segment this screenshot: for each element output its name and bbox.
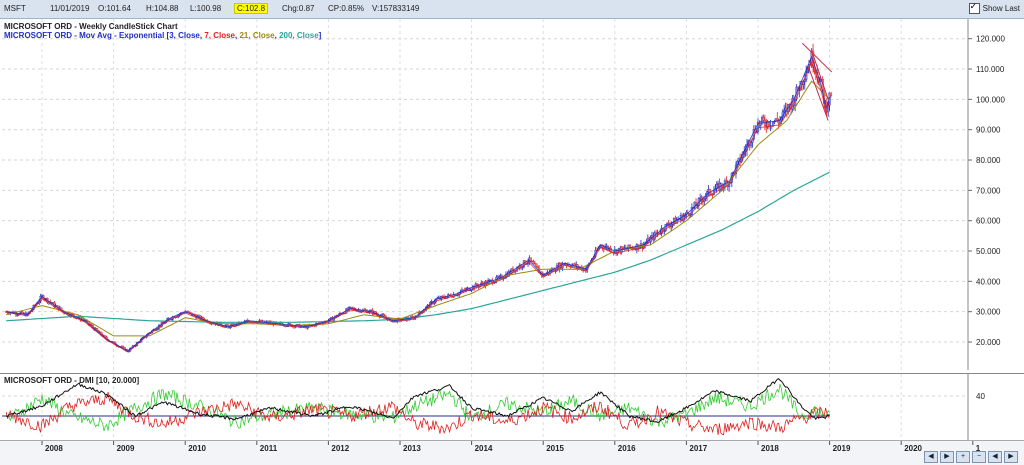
ema-legend: MICROSOFT ORD - Mov Avg - Exponential [3…: [4, 31, 322, 40]
close-label: C:102.8: [234, 3, 269, 14]
y-tick-label: 120.000: [976, 35, 1005, 44]
candle-body: [762, 117, 765, 121]
symbol-label: MSFT: [4, 4, 26, 13]
scroll-left-icon[interactable]: ◀: [924, 451, 938, 463]
x-tick-label: 2012: [331, 444, 349, 453]
ema-200-label: 200, Close: [279, 31, 319, 40]
candle-body: [628, 244, 632, 248]
change-percent-label: CP:0.85%: [328, 4, 365, 13]
time-axis-labels: 2008 2009 2010 2011 2012 2013 2014 2015 2016 2017…: [41, 441, 981, 453]
candle-body: [71, 313, 74, 315]
x-tick-label: 2010: [188, 444, 206, 453]
candle-body: [188, 311, 191, 313]
ema-3-line: [6, 55, 831, 352]
candle-body: [382, 314, 385, 316]
ema-21-line: [6, 80, 830, 337]
x-tick-label: 2013: [403, 444, 421, 453]
candle-body: [535, 263, 538, 267]
x-tick-label: 2014: [475, 444, 493, 453]
y-tick-label: 100.000: [976, 95, 1005, 104]
ema-200-line: [6, 171, 830, 323]
price-chart-panel[interactable]: MICROSOFT ORD - Weekly CandleStick Chart…: [0, 19, 1024, 370]
y-tick-label: 80.000: [976, 156, 1001, 165]
candle-body: [829, 92, 833, 96]
dmi-tick-label: 40: [976, 392, 985, 401]
candle-body: [104, 335, 107, 338]
candle-body: [226, 324, 229, 327]
x-tick-label: 2019: [833, 444, 851, 453]
ema-7-label: 7, Close: [204, 31, 236, 40]
x-tick-label: 2015: [546, 444, 564, 453]
quote-bar: MSFT 11/01/2019 O:101.64 H:104.88 L:100.…: [0, 0, 1024, 19]
pan-right-icon[interactable]: ▶: [1004, 451, 1018, 463]
candle-body: [536, 265, 539, 269]
candle-body: [350, 306, 353, 309]
scroll-right-icon[interactable]: ▶: [940, 451, 954, 463]
candle-body: [529, 257, 532, 262]
candle-body: [715, 184, 718, 190]
x-tick-label: 2020: [904, 444, 922, 453]
x-tick-label: 2011: [260, 444, 278, 453]
resistance-trendline: [802, 42, 833, 73]
dmi-panel[interactable]: MICROSOFT ORD - DMI [10, 20.000] 40: [0, 373, 1024, 441]
candle-body: [554, 270, 557, 272]
date-label: 11/01/2019: [50, 4, 90, 13]
candle-body: [122, 346, 125, 348]
candle-body: [616, 249, 619, 254]
zoom-in-icon[interactable]: +: [956, 451, 970, 463]
price-plot: 20.000 30.000 40.000 50.000 60.000 70.000 80.0…: [2, 19, 1005, 370]
zoom-out-icon[interactable]: −: [972, 451, 986, 463]
ema-7-line: [6, 60, 831, 353]
minus-di-line: [5, 392, 830, 436]
candle-body: [783, 110, 786, 113]
support-trendline: [807, 65, 829, 121]
open-label: O:101.64: [98, 4, 131, 13]
x-tick-label: 2018: [761, 444, 779, 453]
pan-left-icon[interactable]: ◀: [988, 451, 1002, 463]
plus-di-line: [5, 384, 830, 432]
checkbox-icon[interactable]: [968, 1, 980, 14]
ema-suffix: ]: [318, 31, 322, 40]
y-tick-label: 20.000: [976, 338, 1001, 347]
change-label: Chg:0.87: [282, 4, 315, 13]
y-tick-label: 70.000: [976, 186, 1001, 195]
y-tick-label: 30.000: [976, 308, 1001, 317]
volume-label: V:157833149: [372, 4, 420, 13]
candle-body: [531, 260, 534, 263]
x-tick-label: 2008: [45, 444, 63, 453]
candle-body: [664, 224, 667, 231]
dmi-title: MICROSOFT ORD - DMI [10, 20.000]: [4, 376, 140, 385]
low-label: L:100.98: [190, 4, 222, 13]
y-tick-label: 40.000: [976, 277, 1001, 286]
y-tick-label: 110.000: [976, 65, 1005, 74]
candle-body: [498, 276, 501, 279]
candle-body: [576, 264, 579, 268]
y-tick-label: 90.000: [976, 126, 1001, 135]
high-label: H:104.88: [146, 4, 179, 13]
x-tick-label: 1: [976, 444, 981, 453]
show-last-toggle[interactable]: Show Last: [968, 1, 1020, 14]
navigation-buttons: ◀ ▶ + − ◀ ▶: [924, 451, 1018, 463]
candle-body: [756, 122, 760, 133]
ema-21-label: 21, Close: [239, 31, 275, 40]
time-axis[interactable]: 2008 2009 2010 2011 2012 2013 2014 2015 2016 2017…: [0, 440, 1024, 465]
candle-body: [725, 180, 728, 183]
y-tick-label: 50.000: [976, 247, 1001, 256]
ema-prefix: MICROSOFT ORD - Mov Avg - Exponential [: [4, 31, 170, 40]
show-last-label: Show Last: [982, 4, 1020, 13]
candle-body: [532, 261, 535, 264]
x-tick-label: 2017: [689, 444, 707, 453]
trendline-inner: [811, 50, 829, 100]
x-tick-label: 2009: [117, 444, 135, 453]
adx-line: [6, 378, 830, 423]
x-tick-label: 2016: [618, 444, 636, 453]
y-tick-label: 60.000: [976, 217, 1001, 226]
chart-title: MICROSOFT ORD - Weekly CandleStick Chart: [4, 22, 178, 31]
ema-3-label: 3, Close: [169, 31, 200, 40]
dmi-plot: 40: [2, 374, 985, 441]
